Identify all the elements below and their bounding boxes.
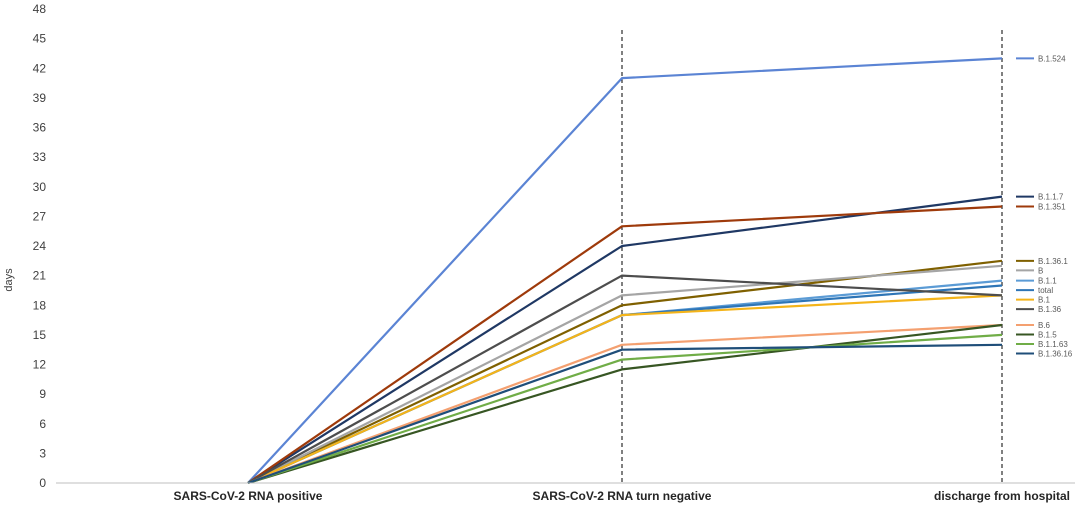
y-tick-label: 39 (33, 91, 47, 105)
legend-item: B.1.5 (1016, 331, 1057, 340)
series-line (247, 205, 1003, 484)
legend-label: B.1.1.7 (1038, 193, 1064, 202)
series-line (247, 274, 1003, 484)
series-line (247, 279, 1003, 485)
y-tick-label: 45 (33, 32, 47, 46)
legend-label: B.1.36 (1038, 305, 1062, 314)
y-tick-label: 33 (33, 150, 47, 164)
legend-label: B.6 (1038, 321, 1051, 330)
legend-item: B.1.36.16 (1016, 350, 1073, 359)
y-tick-label: 0 (39, 476, 46, 490)
legend-label: B.1.351 (1038, 203, 1066, 212)
legend-item: B.1 (1016, 296, 1051, 305)
y-tick-label: 9 (39, 387, 46, 401)
y-tick-label: 27 (33, 209, 47, 223)
legend-item: B.1.1.7 (1016, 193, 1064, 202)
y-tick-label: 21 (33, 269, 47, 283)
legend-label: B.1 (1038, 296, 1051, 305)
y-tick-label: 15 (33, 328, 47, 342)
legend-item: B.1.351 (1016, 203, 1066, 212)
legend-label: B.1.36.16 (1038, 350, 1073, 359)
y-tick-label: 48 (33, 2, 47, 16)
legend-item: B (1016, 266, 1043, 275)
y-tick-label: 24 (33, 239, 47, 253)
legend-item: B.6 (1016, 321, 1051, 330)
series-line (247, 264, 1003, 484)
legend-label: B.1.36.1 (1038, 257, 1068, 266)
legend: B.1.524 B.1.1.7B.1.351 B.1.36.1B B.1.1total… (1016, 54, 1073, 359)
legend-label: B (1038, 266, 1043, 275)
legend-item: B.1.1.63 (1016, 340, 1068, 349)
legend-label: total (1038, 286, 1053, 295)
legend-label: B.1.5 (1038, 331, 1057, 340)
legend-item: B.1.524 (1016, 54, 1066, 63)
x-tick-label: SARS-CoV-2 RNA positive (174, 489, 323, 503)
y-tick-label: 18 (33, 298, 47, 312)
x-axis: SARS-CoV-2 RNA positive SARS-CoV-2 RNA tu… (56, 482, 1075, 503)
legend-item: B.1.36.1 (1016, 257, 1068, 266)
series-line (247, 343, 1003, 485)
y-tick-label: 3 (39, 446, 46, 460)
x-tick-label: discharge from hospital (934, 489, 1070, 503)
vertical-reference-lines (621, 30, 1003, 483)
series-lines (247, 57, 1003, 485)
legend-label: B.1.1.63 (1038, 340, 1068, 349)
series-line (247, 323, 1003, 485)
legend-item: B.1.36 (1016, 305, 1062, 314)
legend-label: B.1.1 (1038, 277, 1057, 286)
series-line (247, 323, 1003, 485)
y-tick-label: 30 (33, 180, 47, 194)
y-tick-label: 36 (33, 121, 47, 135)
legend-item: B.1.1 (1016, 277, 1057, 286)
legend-label: B.1.524 (1038, 54, 1066, 63)
y-tick-label: 6 (39, 417, 46, 431)
legend-item: total (1016, 286, 1053, 295)
series-line (247, 57, 1003, 484)
y-tick-label: 42 (33, 61, 47, 75)
series-line (247, 333, 1003, 485)
y-tick-label: 12 (33, 358, 47, 372)
y-axis-label: days (3, 268, 15, 292)
x-tick-label: SARS-CoV-2 RNA turn negative (533, 489, 712, 503)
series-line (247, 294, 1003, 485)
